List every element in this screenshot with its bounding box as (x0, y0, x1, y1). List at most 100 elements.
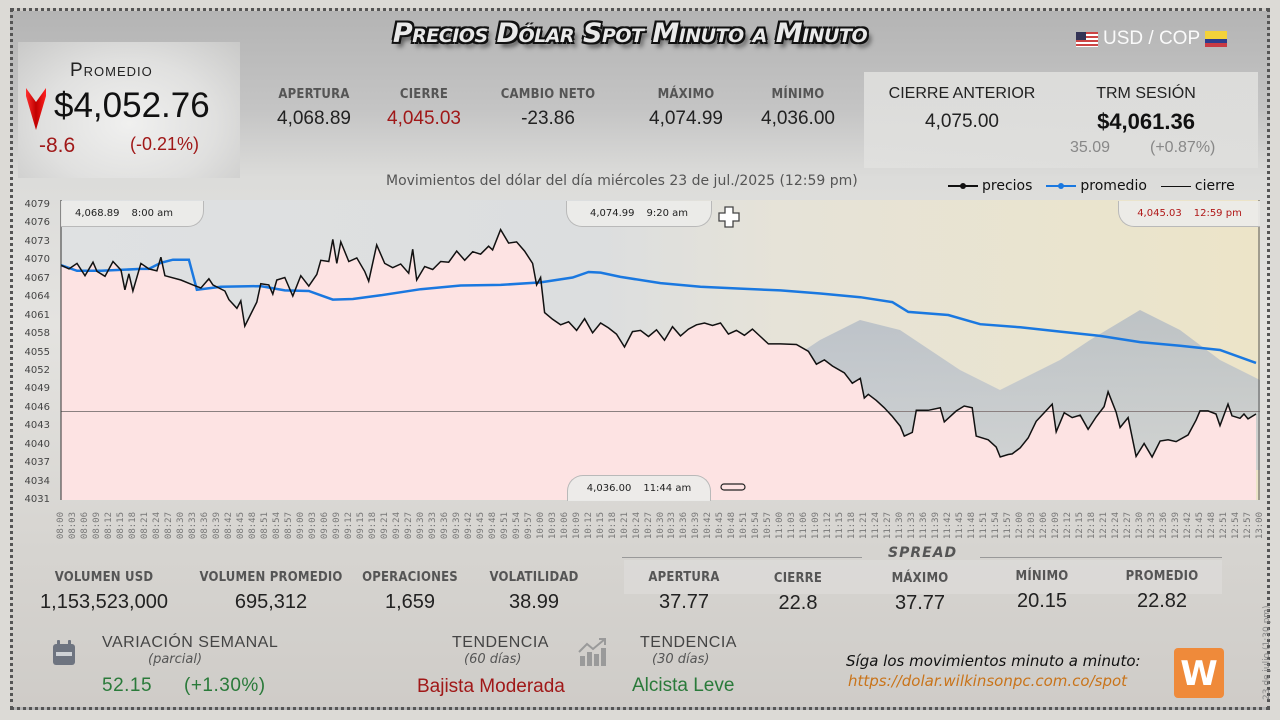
open-callout: 4,068.89 8:00 am (61, 201, 204, 227)
x-tick-label: 10:12 (583, 512, 594, 540)
tendencia60-label: TENDENCIA (452, 634, 549, 651)
x-tick-label: 10:36 (679, 512, 690, 540)
follow-url-link[interactable]: https://dolar.wilkinsonpc.com.co/spot (848, 672, 1128, 690)
stat-value: 4,074.99 (649, 108, 723, 129)
y-tick-label: 4034 (24, 475, 50, 487)
colombia-flag-icon (1205, 31, 1228, 47)
follow-text: Síga los movimientos minuto a minuto: (846, 652, 1141, 670)
y-tick-label: 4049 (24, 383, 50, 395)
stat-label: TRM SESIÓN (1096, 85, 1196, 102)
x-tick-label: 10:48 (727, 512, 738, 540)
spread-promedio: PROMEDIO 22.82 (1112, 569, 1212, 613)
page-title: Precios Dólar Spot Minuto a Minuto (392, 18, 868, 49)
x-tick-label: 12:51 (1219, 512, 1230, 540)
trm-value: $4,061.36 (1097, 109, 1195, 134)
y-tick-label: 4055 (24, 346, 50, 358)
x-tick-label: 10:57 (763, 512, 774, 540)
crosshair-icon (718, 206, 740, 228)
y-tick-label: 4040 (24, 438, 50, 450)
legend-label: cierre (1194, 178, 1235, 194)
stat-apertura: APERTURA 4,068.89 (262, 87, 366, 130)
x-tick-label: 08:06 (79, 512, 90, 540)
scroll-handle-icon[interactable] (720, 483, 746, 491)
x-tick-label: 08:57 (283, 512, 294, 540)
promedio-panel: Promedio $4,052.76 -8.6 (-0.21%) (18, 42, 240, 178)
x-tick-label: 11:24 (871, 512, 882, 540)
y-tick-label: 4043 (24, 420, 50, 432)
x-tick-label: 10:39 (691, 512, 702, 540)
x-tick-label: 11:09 (811, 512, 822, 540)
x-tick-label: 09:33 (427, 512, 438, 540)
tendencia60-value: Bajista Moderada (417, 676, 565, 697)
x-tick-label: 10:18 (607, 512, 618, 540)
trm-change: 35.09 (1070, 139, 1111, 156)
y-tick-label: 4052 (24, 364, 50, 376)
x-tick-label: 11:48 (967, 512, 978, 540)
x-tick-label: 11:30 (895, 512, 906, 540)
callout-time: 11:44 am (643, 483, 692, 494)
chart-legend: precios promedio cierre (948, 178, 1235, 194)
x-tick-label: 11:54 (991, 512, 1002, 540)
spread-apertura: APERTURA 37.77 (634, 570, 734, 614)
stat-label: OPERACIONES (362, 570, 458, 585)
y-tick-label: 4064 (24, 291, 50, 303)
spread-divider-right (980, 557, 1222, 558)
x-tick-label: 13:00 (1255, 512, 1265, 540)
stat-value: 695,312 (234, 591, 308, 613)
y-tick-label: 4037 (24, 457, 50, 469)
x-tick-label: 08:36 (199, 512, 210, 540)
stat-maximo: MÁXIMO 4,074.99 (636, 87, 736, 130)
x-tick-label: 12:57 (1243, 512, 1253, 540)
callout-time: 8:00 am (131, 208, 174, 219)
x-tick-label: 12:48 (1207, 512, 1218, 540)
x-tick-label: 08:18 (127, 512, 138, 540)
variacion-pct: (+1.30%) (184, 675, 266, 696)
legend-label: precios (982, 178, 1033, 194)
tendencia60-sub: (60 días) (464, 652, 522, 667)
stat-minimo: MÍNIMO 4,036.00 (748, 87, 848, 130)
y-tick-label: 4067 (24, 272, 50, 284)
x-tick-label: 08:15 (115, 512, 126, 540)
y-tick-label: 4073 (24, 235, 50, 247)
spread-maximo: MÁXIMO 37.77 (870, 571, 970, 615)
x-tick-label: 11:03 (787, 512, 798, 540)
y-tick-label: 4031 (24, 494, 50, 505)
x-tick-label: 09:24 (391, 512, 402, 540)
legend-cierre: cierre (1160, 178, 1235, 194)
x-tick-label: 12:06 (1039, 512, 1050, 540)
stat-label: CIERRE (399, 87, 449, 102)
x-tick-label: 09:03 (307, 512, 318, 540)
us-flag-icon (1076, 31, 1098, 47)
y-tick-label: 4046 (24, 401, 50, 413)
wilkinson-logo[interactable]: W (1174, 648, 1224, 698)
x-tick-label: 09:18 (367, 512, 378, 540)
callout-time: 9:20 am (646, 208, 689, 219)
x-tick-label: 10:51 (739, 512, 750, 540)
x-tick-label: 12:39 (1171, 512, 1182, 540)
stat-cierre: CIERRE 4,045.03 (376, 87, 472, 130)
stat-label: APERTURA (278, 87, 350, 102)
stat-value: 1,153,523,000 (40, 591, 168, 613)
x-tick-label: 10:27 (643, 512, 654, 540)
variacion-label: VARIACIÓN SEMANAL (102, 634, 279, 651)
x-tick-label: 09:51 (499, 512, 510, 540)
x-tick-label: 08:30 (175, 512, 186, 540)
y-tick-label: 4061 (24, 309, 50, 321)
trm-change-pct: (+0.87%) (1150, 139, 1216, 156)
callout-value: 4,036.00 (586, 483, 632, 494)
x-tick-label: 08:45 (235, 512, 246, 540)
stat-label: MÁXIMO (657, 87, 715, 102)
x-tick-label: 11:00 (775, 512, 786, 540)
x-tick-label: 10:45 (715, 512, 726, 540)
stat-operaciones: OPERACIONES 1,659 (360, 570, 460, 614)
chart-title: Movimientos del dólar del día miércoles … (386, 173, 858, 189)
variacion-value: 52.15 (102, 675, 153, 696)
x-tick-label: 10:00 (535, 512, 546, 540)
x-tick-label: 08:09 (91, 512, 102, 540)
promedio-value: $4,052.76 (54, 86, 210, 125)
legend-line-dot-icon (1046, 183, 1077, 189)
max-callout: 4,074.99 9:20 am (566, 201, 712, 227)
x-tick-label: 09:54 (511, 512, 522, 540)
x-tick-label: 12:45 (1195, 512, 1206, 540)
